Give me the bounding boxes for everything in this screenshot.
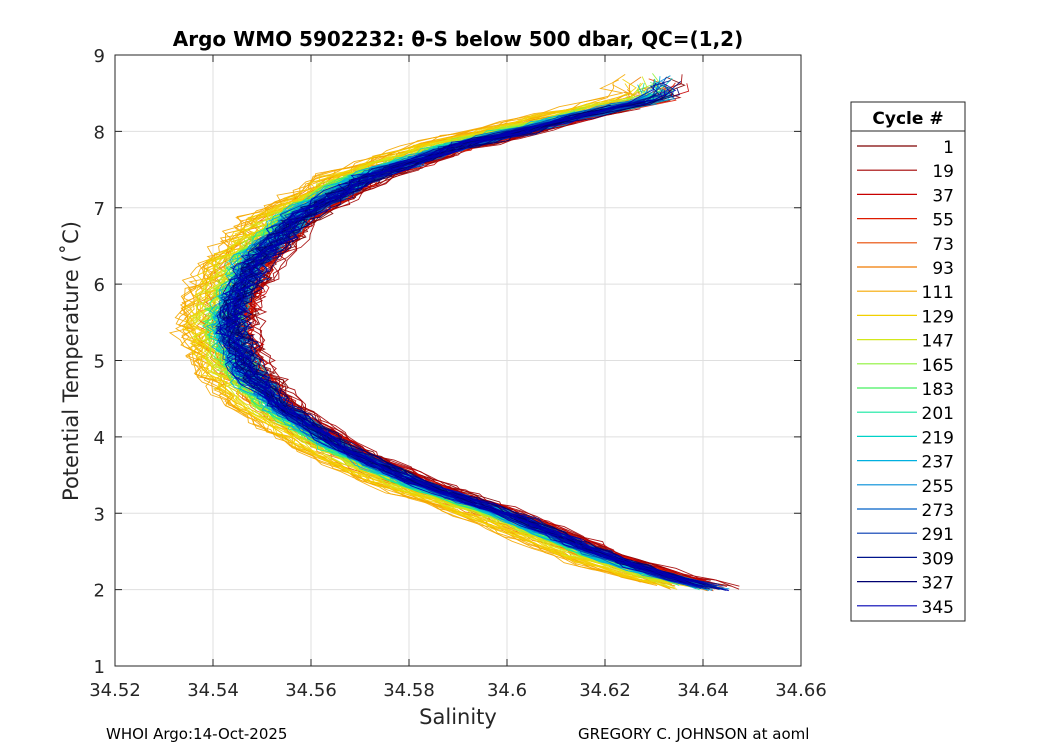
chart-title: Argo WMO 5902232: θ-S below 500 dbar, QC…: [173, 27, 743, 51]
legend-label-219: 219: [922, 428, 954, 448]
legend-label-147: 147: [922, 332, 954, 352]
legend-label-201: 201: [922, 404, 954, 424]
profile-line-cycle-111: [175, 130, 641, 583]
y-tick-label: 8: [94, 122, 105, 143]
legend-label-129: 129: [922, 307, 954, 327]
profile-line-cycle-345: [221, 82, 730, 592]
legend-label-37: 37: [932, 186, 954, 206]
y-tick-labels: 1 2 3 4 5 6 7 8 9: [94, 46, 105, 678]
profile-line-cycle-345: [226, 126, 710, 586]
legend-label-1: 1: [943, 138, 954, 158]
y-tick-label: 9: [94, 46, 105, 67]
legend-label-73: 73: [932, 235, 954, 255]
y-tick-label: 7: [94, 199, 105, 220]
legend-label-309: 309: [922, 549, 954, 569]
x-tick-label: 34.52: [89, 680, 141, 701]
legend-label-93: 93: [932, 259, 954, 279]
profile-line-cycle-129: [181, 110, 678, 590]
x-tick-label: 34.6: [487, 680, 527, 701]
x-tick-label: 34.54: [187, 680, 239, 701]
legend-title: Cycle #: [872, 109, 943, 129]
legend-label-183: 183: [922, 380, 954, 400]
x-tick-labels: 34.52 34.54 34.56 34.58 34.6 34.62 34.64 34.66: [89, 680, 827, 701]
x-tick-label: 34.58: [383, 680, 435, 701]
y-tick-label: 5: [94, 352, 105, 373]
x-axis-label: Salinity: [419, 705, 497, 729]
profile-line-cycle-345: [214, 115, 705, 587]
profile-line-cycle-345: [216, 82, 707, 590]
y-tick-label: 2: [94, 581, 105, 602]
y-tick-label: 1: [94, 657, 105, 678]
x-tick-label: 34.62: [579, 680, 631, 701]
y-tick-label: 6: [94, 275, 105, 296]
profile-lines: [168, 73, 740, 592]
x-tick-label: 34.64: [677, 680, 729, 701]
legend-label-19: 19: [932, 162, 954, 182]
profile-line-cycle-345: [219, 105, 692, 583]
legend-label-55: 55: [932, 211, 954, 231]
legend-label-237: 237: [922, 453, 954, 473]
footer-left: WHOI Argo:14-Oct-2025: [106, 725, 288, 743]
legend-label-165: 165: [922, 356, 954, 376]
profile-line-cycle-327: [229, 99, 687, 585]
y-tick-label: 3: [94, 504, 105, 525]
footer-right: GREGORY C. JOHNSON at aoml: [578, 725, 810, 743]
x-tick-label: 34.56: [285, 680, 337, 701]
axis-ticks: [114, 54, 802, 667]
legend-box: [850, 101, 966, 622]
legend-label-345: 345: [922, 598, 954, 618]
legend-label-255: 255: [922, 477, 954, 497]
legend-label-327: 327: [922, 574, 954, 594]
y-axis-label: Potential Temperature (˚C): [59, 221, 83, 501]
legend-label-273: 273: [922, 501, 954, 521]
profile-line-cycle-345: [231, 90, 687, 583]
legend: Cycle #1 19 37 55 73 93 111 129 147 165 183 201 219 2…: [850, 101, 966, 622]
profile-line-cycle-129: [188, 83, 661, 581]
legend-label-291: 291: [922, 525, 954, 545]
y-tick-label: 4: [94, 428, 105, 449]
profile-line-cycle-19: [245, 113, 740, 590]
x-tick-label: 34.66: [775, 680, 827, 701]
legend-label-111: 111: [922, 283, 954, 303]
